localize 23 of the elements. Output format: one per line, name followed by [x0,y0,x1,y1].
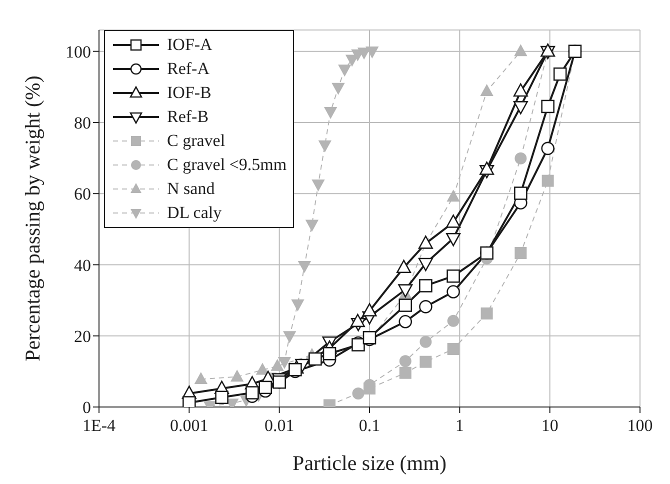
y-tick-label: 80 [74,114,91,133]
y-tick-label: 40 [74,256,91,275]
x-tick-label: 10 [541,416,558,436]
y-tick-label: 20 [74,326,91,346]
legend-label: IOF-A [167,35,212,55]
x-tick-label: 1 [455,416,464,436]
x-tick-label: 0.001 [170,416,208,436]
y-tick-label: 100 [66,42,91,62]
x-axis-title: Particle size (mm) [292,451,446,475]
x-tick-label: 0.1 [358,416,380,436]
legend-label: IOF-B [167,83,212,103]
y-axis-title: Percentage passing by weight (%) [20,76,44,362]
legend-label: C gravel <9.5mm [167,155,287,175]
legend-label: Ref-B [167,107,209,127]
legend-label: C gravel [167,131,226,151]
x-tick-label: 1E-4 [82,416,116,436]
legend-label: Ref-A [167,59,210,79]
x-tick-label: 0.01 [264,416,294,436]
y-tick-label: 0 [82,398,91,418]
legend-label: DL caly [167,203,222,223]
legend-label: N sand [167,179,215,199]
x-tick-label: 100 [627,416,653,436]
y-tick-label: 60 [74,184,91,204]
